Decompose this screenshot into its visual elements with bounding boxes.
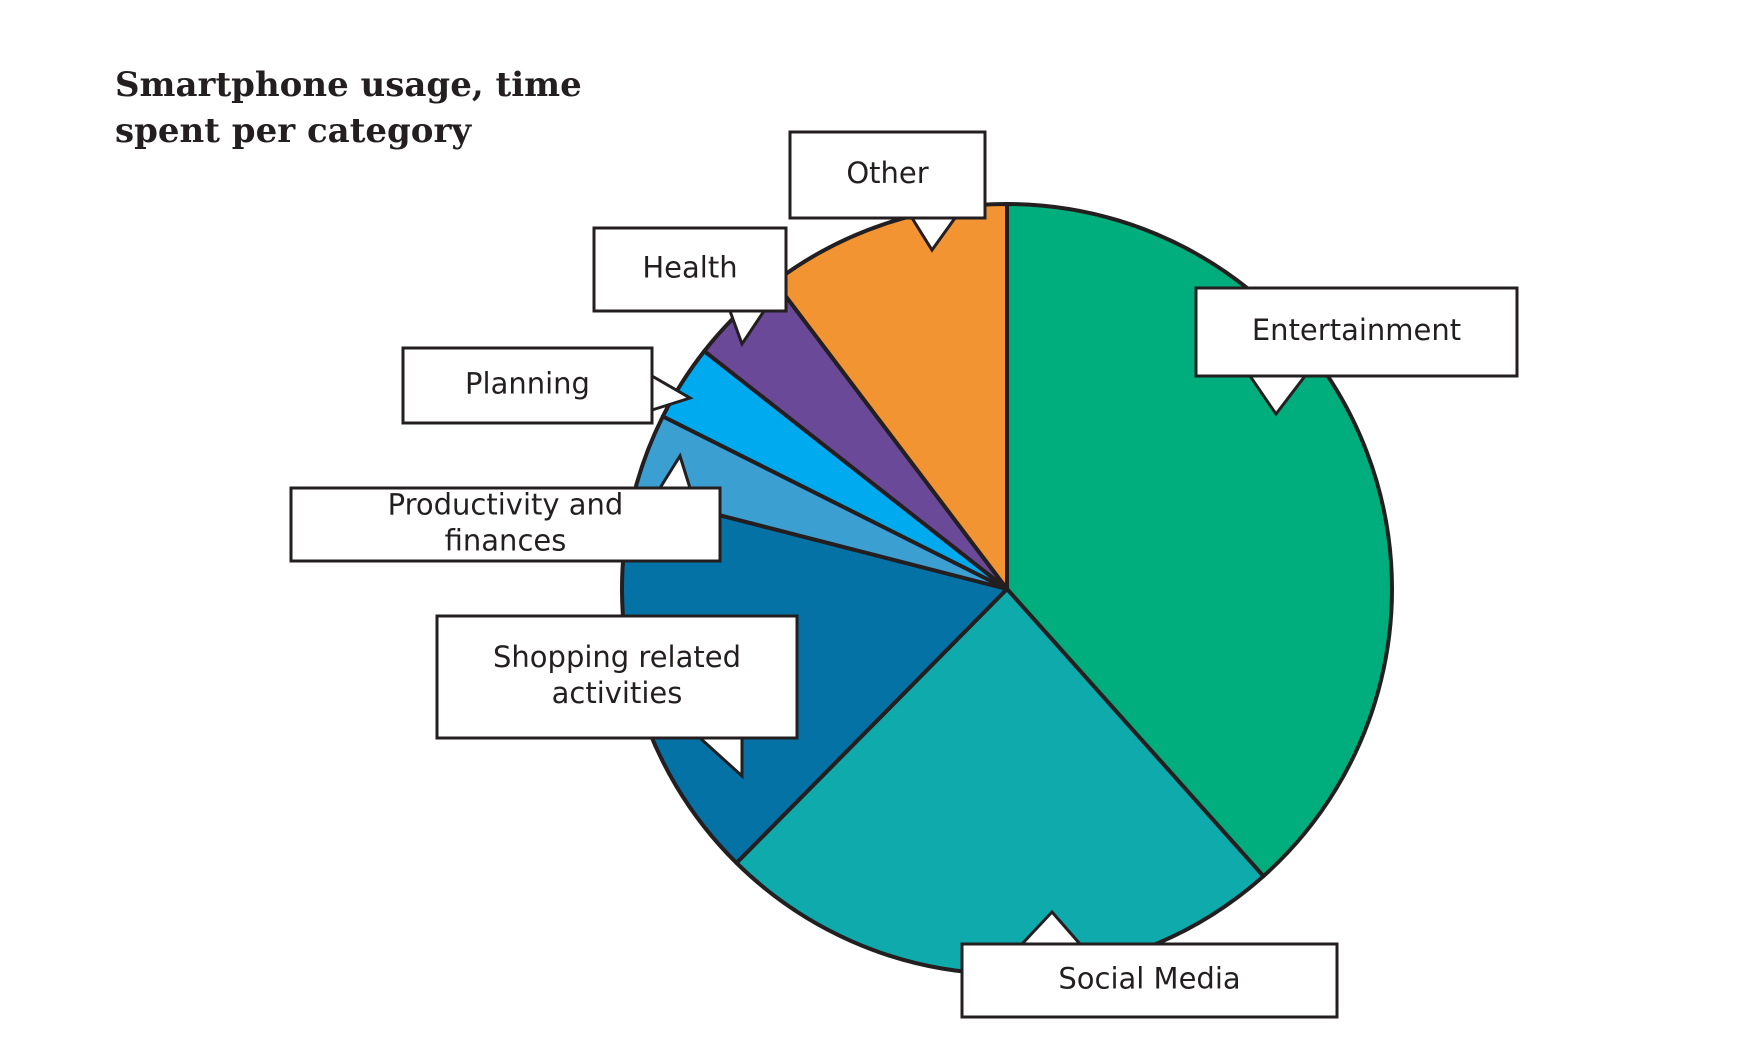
slice-label: Shopping related activities (493, 640, 741, 710)
callout-box (788, 130, 987, 220)
slice-label: Entertainment (1252, 313, 1461, 347)
callout-box (401, 346, 654, 425)
callout-box (592, 226, 788, 313)
callout-box (960, 942, 1339, 1019)
callout-box (435, 614, 799, 740)
slice-label: Productivity and finances (388, 488, 624, 558)
slice-label: Social Media (1058, 962, 1240, 996)
callout-box (289, 486, 722, 563)
slice-label: Other (846, 156, 928, 190)
callouts: Entertainment Social Media Shopping relate… (289, 130, 1519, 1019)
chart-title: Smartphone usage, time spent per category (115, 65, 582, 151)
callout-box (1194, 286, 1519, 378)
slice-label: Planning (465, 367, 590, 401)
slice-label: Health (642, 251, 737, 285)
